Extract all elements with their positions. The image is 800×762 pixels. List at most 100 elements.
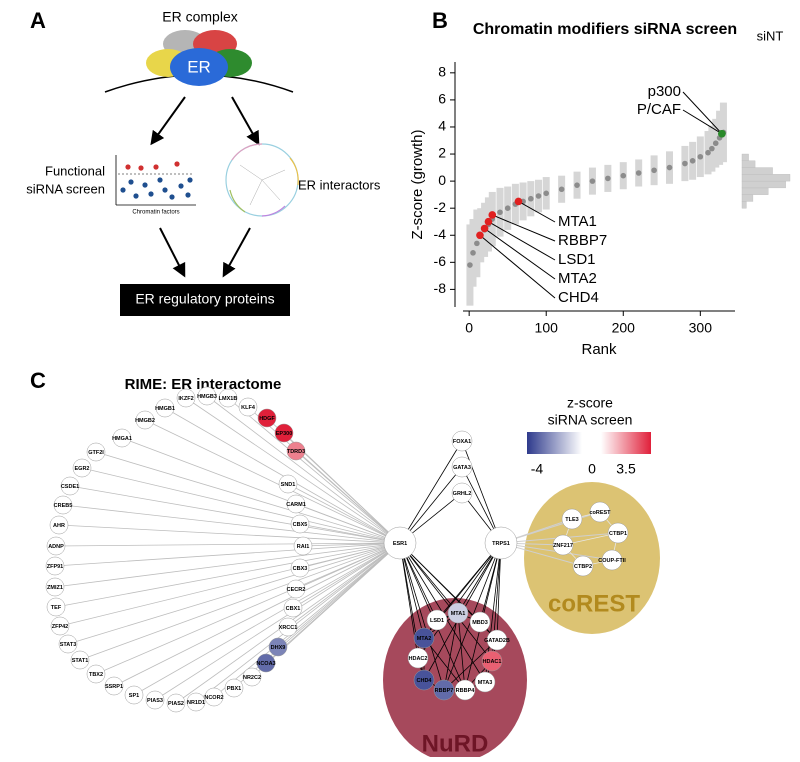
node: coREST — [589, 501, 611, 523]
legend-gradient — [527, 432, 582, 454]
node-label: TLE3 — [565, 517, 578, 523]
node-label: ZFP91 — [47, 564, 64, 570]
edge — [399, 466, 463, 544]
edge — [295, 503, 401, 544]
node-circle — [451, 482, 473, 504]
point — [651, 167, 657, 174]
node: HMGA1 — [112, 428, 132, 448]
node: HMGB2 — [135, 410, 155, 430]
node: TBX2 — [86, 664, 106, 684]
x-axis-label: Rank — [581, 341, 617, 358]
y-tick-label: 4 — [438, 118, 446, 134]
node-label: ADNP — [48, 544, 64, 550]
node-label: CTBP2 — [574, 564, 592, 570]
node-label: RBBP7 — [435, 688, 454, 694]
node-label: COUP-FTII — [598, 558, 626, 564]
node-circle — [242, 667, 262, 687]
screen-label: siRNA screen — [26, 181, 105, 196]
node-label: HMGB1 — [155, 406, 175, 412]
callout — [488, 221, 556, 261]
node-label: ESR1 — [393, 541, 407, 547]
node: COUP-FTII — [598, 549, 626, 571]
node-circle — [561, 508, 583, 530]
edge — [287, 542, 401, 628]
node-circle — [286, 579, 306, 599]
node: GRHL2 — [451, 482, 473, 504]
node-label: CSDE1 — [61, 484, 79, 490]
chart-title: Chromatin modifiers siRNA screen — [473, 21, 737, 38]
node-circle — [572, 555, 594, 577]
edge — [133, 542, 401, 696]
callout — [682, 109, 723, 135]
node-circle — [481, 650, 503, 672]
node: RBBP4 — [454, 679, 476, 701]
node-circle — [469, 611, 491, 633]
x-tick-label: 0 — [465, 320, 473, 336]
highlight-point — [480, 224, 489, 233]
point — [620, 172, 627, 179]
node-label: MTA2 — [417, 636, 432, 642]
side-bar — [741, 201, 747, 209]
node: NCOR2 — [204, 687, 224, 707]
x-tick-label: 100 — [535, 320, 559, 336]
node-label: LMX1B — [219, 396, 238, 402]
node-label: STAT3 — [60, 642, 77, 648]
node-label: SSRP1 — [105, 684, 123, 690]
node-label: PIAS2 — [168, 701, 184, 707]
node-circle — [176, 388, 196, 408]
node-circle — [454, 679, 476, 701]
highlight-label: P/CAF — [637, 101, 681, 118]
node-circle — [53, 495, 73, 515]
node-label: TEF — [51, 605, 62, 611]
node-circle — [60, 476, 80, 496]
node-circle — [589, 501, 611, 523]
point — [528, 195, 534, 202]
node: CTBP2 — [572, 555, 594, 577]
edge — [295, 450, 401, 544]
node-circle — [486, 629, 508, 651]
edge — [54, 542, 401, 567]
node-circle — [46, 597, 66, 617]
edge — [292, 542, 401, 609]
node-circle — [290, 558, 310, 578]
node-label: TRPS1 — [492, 541, 510, 547]
node-circle — [86, 664, 106, 684]
edge — [62, 504, 401, 544]
edge — [55, 542, 401, 608]
point — [666, 164, 673, 171]
node: CARM1 — [286, 494, 306, 514]
node-circle — [197, 386, 217, 406]
node-label: MTA1 — [451, 611, 466, 617]
node: NR1D1 — [186, 692, 206, 712]
node-label: CBX1 — [286, 606, 301, 612]
node-circle — [484, 526, 518, 560]
highlight-label: p300 — [648, 83, 681, 100]
node: PIAS3 — [145, 690, 165, 710]
point — [543, 190, 550, 197]
node-circle — [293, 536, 313, 556]
panel-b: B Chromatin modifiers siRNA screen -8 -6 -4 -… — [409, 8, 791, 358]
highlight-label: RBBP7 — [558, 232, 607, 249]
node-circle — [286, 494, 306, 514]
node-label: LSD1 — [430, 618, 444, 624]
node-label: NCOA3 — [256, 661, 275, 667]
highlight-label: MTA2 — [558, 270, 597, 287]
edge — [58, 524, 401, 544]
arrow — [222, 227, 251, 278]
node: ADNP — [46, 536, 66, 556]
edge — [399, 542, 445, 691]
node-label: CREB5 — [54, 503, 73, 509]
interactors-label: ER interactors — [298, 177, 381, 192]
node-circle — [257, 408, 277, 428]
panel-label: C — [30, 368, 46, 393]
point — [705, 149, 711, 156]
node-label: XRCC1 — [279, 625, 298, 631]
edge — [144, 419, 401, 544]
node-label: RBBP4 — [456, 688, 476, 694]
node-circle — [268, 637, 288, 657]
node-label: RAI1 — [297, 544, 310, 550]
node: HMGB1 — [155, 398, 175, 418]
node-circle — [447, 602, 469, 624]
edge — [113, 542, 401, 687]
node: LSD1 — [426, 609, 448, 631]
